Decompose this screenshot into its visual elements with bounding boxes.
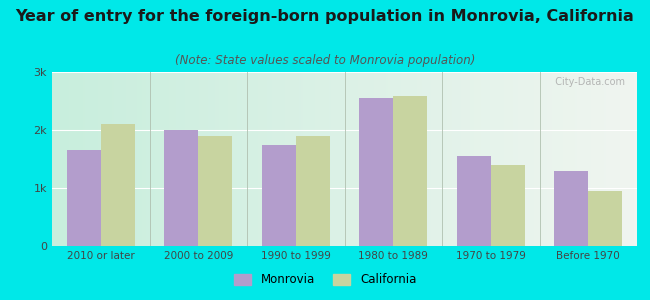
Bar [101, 124, 135, 246]
Text: (Note: State values scaled to Monrovia population): (Note: State values scaled to Monrovia p… [175, 54, 475, 67]
Bar [554, 171, 588, 246]
Bar [66, 150, 101, 246]
Text: City-Data.com: City-Data.com [549, 77, 625, 87]
Bar [457, 156, 491, 246]
Bar [359, 98, 393, 246]
Bar [491, 165, 525, 246]
Bar [588, 191, 623, 246]
Legend: Monrovia, California: Monrovia, California [229, 269, 421, 291]
Bar [164, 130, 198, 246]
Bar [393, 96, 428, 246]
Bar [261, 145, 296, 246]
Bar [296, 136, 330, 246]
Text: Year of entry for the foreign-born population in Monrovia, California: Year of entry for the foreign-born popul… [16, 9, 634, 24]
Bar [198, 136, 233, 246]
